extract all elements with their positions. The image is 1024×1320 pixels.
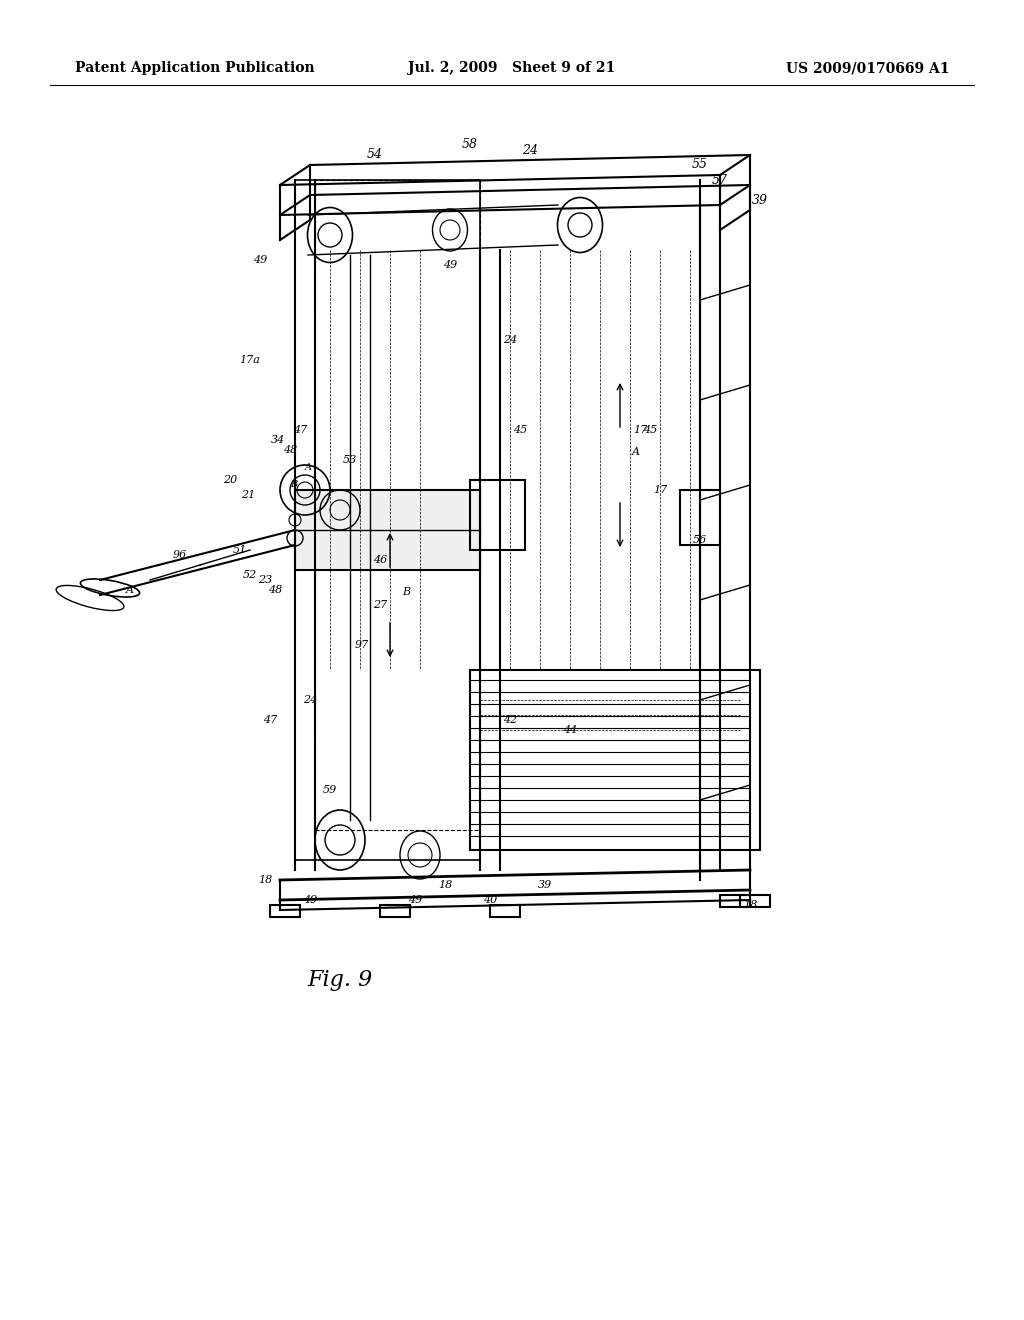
Text: 96: 96 <box>173 550 187 560</box>
Text: 27: 27 <box>373 601 387 610</box>
Text: 17: 17 <box>633 425 647 436</box>
Text: 55: 55 <box>692 158 708 172</box>
Text: US 2009/0170669 A1: US 2009/0170669 A1 <box>786 61 950 75</box>
Bar <box>470 671 760 850</box>
Text: 47: 47 <box>263 715 278 725</box>
Text: 21: 21 <box>241 490 255 500</box>
Text: 51: 51 <box>232 545 247 554</box>
Text: A: A <box>126 585 134 595</box>
Bar <box>490 906 520 917</box>
Text: Patent Application Publication: Patent Application Publication <box>75 61 314 75</box>
Text: 18: 18 <box>742 900 757 909</box>
Text: 39: 39 <box>752 194 768 206</box>
Text: 17a: 17a <box>240 355 260 366</box>
Text: 52: 52 <box>243 570 257 579</box>
Text: Jul. 2, 2009   Sheet 9 of 21: Jul. 2, 2009 Sheet 9 of 21 <box>409 61 615 75</box>
Text: 53: 53 <box>343 455 357 465</box>
Text: 59: 59 <box>323 785 337 795</box>
Text: 24: 24 <box>522 144 538 157</box>
Text: 57: 57 <box>712 173 728 186</box>
Text: 45: 45 <box>513 425 527 436</box>
Text: 49: 49 <box>253 255 267 265</box>
Bar <box>720 895 750 907</box>
Bar <box>740 895 770 907</box>
Text: 18: 18 <box>258 875 272 884</box>
Bar <box>380 906 410 917</box>
Text: 48: 48 <box>268 585 283 595</box>
Text: 40: 40 <box>483 895 497 906</box>
Text: Fig. 9: Fig. 9 <box>307 969 373 991</box>
Bar <box>470 480 525 550</box>
Text: 23: 23 <box>258 576 272 585</box>
Bar <box>295 180 480 861</box>
Text: A: A <box>305 463 312 473</box>
Bar <box>315 180 480 830</box>
Text: 17: 17 <box>653 484 667 495</box>
Text: 97: 97 <box>355 640 369 649</box>
Text: B: B <box>290 480 297 488</box>
Text: 49: 49 <box>303 895 317 906</box>
Text: A: A <box>632 447 640 457</box>
Bar <box>270 906 300 917</box>
Text: 18: 18 <box>438 880 453 890</box>
Text: 49: 49 <box>442 260 457 271</box>
Text: B: B <box>402 587 411 597</box>
Text: 44: 44 <box>563 725 578 735</box>
Text: 24: 24 <box>303 696 317 705</box>
Text: 47: 47 <box>293 425 307 436</box>
Text: 42: 42 <box>503 715 517 725</box>
Text: 46: 46 <box>373 554 387 565</box>
Text: 45: 45 <box>643 425 657 436</box>
Text: 48: 48 <box>283 445 297 455</box>
Text: 39: 39 <box>538 880 552 890</box>
Text: 56: 56 <box>693 535 708 545</box>
Text: 34: 34 <box>271 436 285 445</box>
Text: 54: 54 <box>367 149 383 161</box>
Text: 49: 49 <box>408 895 422 906</box>
Text: 24: 24 <box>503 335 517 345</box>
Text: 58: 58 <box>462 139 478 152</box>
Bar <box>680 490 720 545</box>
Text: 20: 20 <box>223 475 238 484</box>
Bar <box>295 490 480 570</box>
